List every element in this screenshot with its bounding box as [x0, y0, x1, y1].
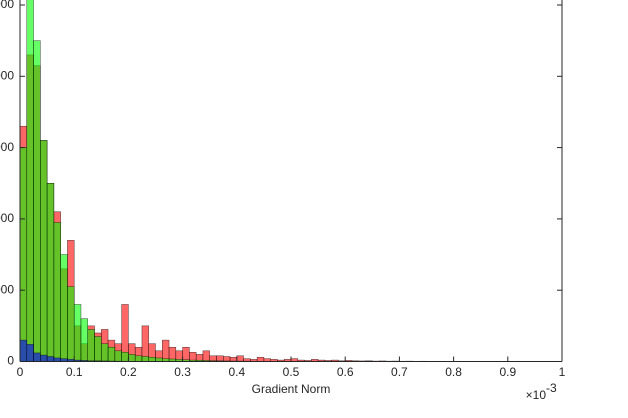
x-tick-label: 0 [17, 365, 24, 379]
x-exponent: -3 [546, 381, 557, 395]
bar [20, 147, 28, 362]
bar [46, 183, 55, 362]
bar [256, 356, 265, 362]
y-tick-label: 1000 [0, 282, 14, 296]
bar [60, 254, 68, 362]
bar [202, 350, 210, 362]
x-tick-label: 0.2 [120, 365, 137, 379]
bar [67, 286, 75, 362]
x-tick-label: 0.4 [228, 365, 245, 379]
bar [94, 336, 102, 362]
bar [162, 339, 170, 362]
bar [53, 222, 61, 362]
bar [26, 344, 34, 362]
bar [53, 357, 61, 362]
y-tick-label: 0 [7, 354, 14, 368]
x-tick-label: 0.3 [174, 365, 191, 379]
bar [148, 356, 156, 362]
x-tick-label: 0.6 [337, 365, 354, 379]
y-tick-label: 4000 [0, 68, 14, 82]
bar [26, 0, 34, 362]
bar [73, 304, 82, 362]
x-tick-label: 0.9 [499, 365, 516, 379]
bars [20, 0, 556, 362]
bar [87, 329, 95, 362]
bar [236, 355, 244, 362]
bar [141, 356, 149, 362]
bar [121, 351, 129, 362]
bar [107, 346, 116, 362]
y-tick-label: 2000 [0, 211, 14, 225]
bar [80, 318, 88, 362]
x-tick-label: 0.5 [283, 365, 300, 379]
bar [128, 354, 136, 362]
bar [33, 40, 41, 362]
bar [141, 325, 149, 362]
bar [114, 350, 122, 362]
x-label: Gradient Norm [252, 382, 331, 396]
bar [40, 140, 48, 362]
bar [182, 346, 190, 362]
bar [101, 343, 109, 362]
x-tick-label: 0.8 [445, 365, 462, 379]
bar [40, 354, 48, 362]
bar [20, 339, 28, 362]
y-tick-label: 5000 [0, 0, 14, 11]
x-tick-label: 0.1 [66, 365, 83, 379]
x-tick-label: 0.7 [391, 365, 408, 379]
x-multiplier: ×10 [526, 388, 547, 402]
bar [155, 357, 163, 362]
bar [134, 355, 143, 362]
bar [46, 356, 55, 362]
x-tick-label: 1 [559, 365, 566, 379]
bar [33, 352, 41, 362]
